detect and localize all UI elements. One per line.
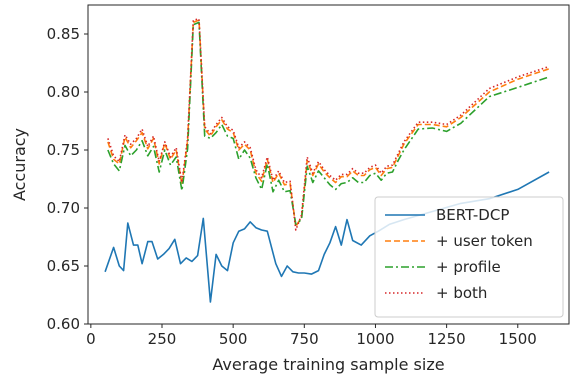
legend-label-2: + user token (436, 232, 533, 250)
y-tick-label: 0.65 (47, 257, 80, 275)
x-tick-label: 750 (290, 330, 319, 348)
legend-label-3: + profile (436, 258, 501, 276)
legend-box (374, 196, 564, 318)
x-tick-label: 1250 (428, 330, 466, 348)
x-tick-label: 0 (86, 330, 96, 348)
series-line-2 (107, 19, 550, 228)
x-tick-label: 1500 (499, 330, 537, 348)
plot-frame (87, 4, 570, 325)
x-tick-label: 1000 (356, 330, 394, 348)
legend-label-4: + both (436, 284, 487, 302)
series-layer (104, 18, 550, 303)
legend-label-1: BERT-DCP (436, 206, 509, 224)
x-tick-label: 250 (148, 330, 177, 348)
x-tick-label: 500 (219, 330, 248, 348)
series-line-4 (107, 18, 550, 231)
series-line-3 (107, 21, 550, 225)
legend: BERT-DCP + user token + profile + both (374, 196, 564, 318)
x-axis-label: Average training sample size (212, 355, 444, 374)
y-axis-label: Accuracy (10, 128, 29, 201)
y-tick-label: 0.70 (47, 199, 80, 217)
y-tick-label: 0.85 (47, 25, 80, 43)
y-tick-label: 0.75 (47, 141, 80, 159)
y-tick-label: 0.80 (47, 83, 80, 101)
y-tick-label: 0.60 (47, 315, 80, 333)
series-line-1 (104, 171, 550, 303)
ticks-layer: 0 250 500 750 1000 1250 1500 0.60 0.65 0.70 0.75 0.… (47, 25, 537, 348)
